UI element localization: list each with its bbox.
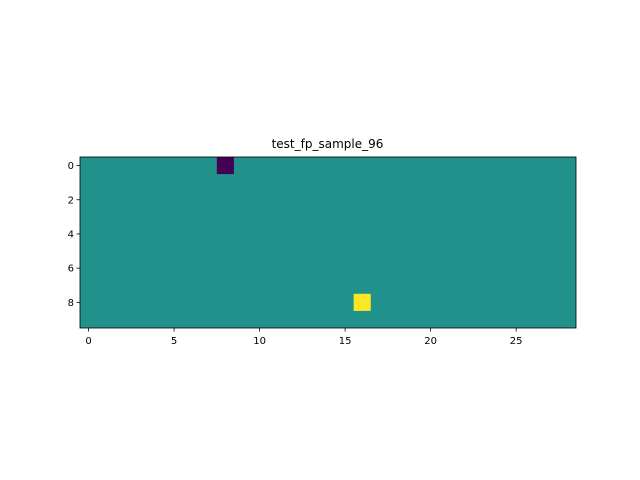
chart-title: test_fp_sample_96: [272, 137, 384, 151]
x-tick-label: 20: [424, 336, 437, 347]
x-tick-label: 0: [85, 336, 91, 347]
heatmap-cell: [216, 157, 234, 175]
y-axis: 0 2 4 6 8: [68, 161, 80, 309]
x-tick-label: 10: [253, 336, 266, 347]
y-tick-label: 0: [68, 161, 74, 172]
heatmap-background: [80, 157, 576, 328]
y-tick-label: 4: [68, 229, 74, 240]
y-tick-label: 6: [68, 264, 74, 275]
x-tick-label: 25: [510, 336, 523, 347]
x-tick-label: 5: [171, 336, 177, 347]
y-tick-label: 8: [68, 298, 74, 309]
y-tick-label: 2: [68, 195, 74, 206]
heatmap-cell: [353, 293, 371, 311]
plot-area: [79, 156, 577, 329]
x-tick-label: 15: [339, 336, 352, 347]
heatmap-cells: [216, 157, 371, 311]
x-axis: 0 5 10 15 20 25: [85, 328, 523, 347]
plot-frame: [79, 156, 577, 329]
